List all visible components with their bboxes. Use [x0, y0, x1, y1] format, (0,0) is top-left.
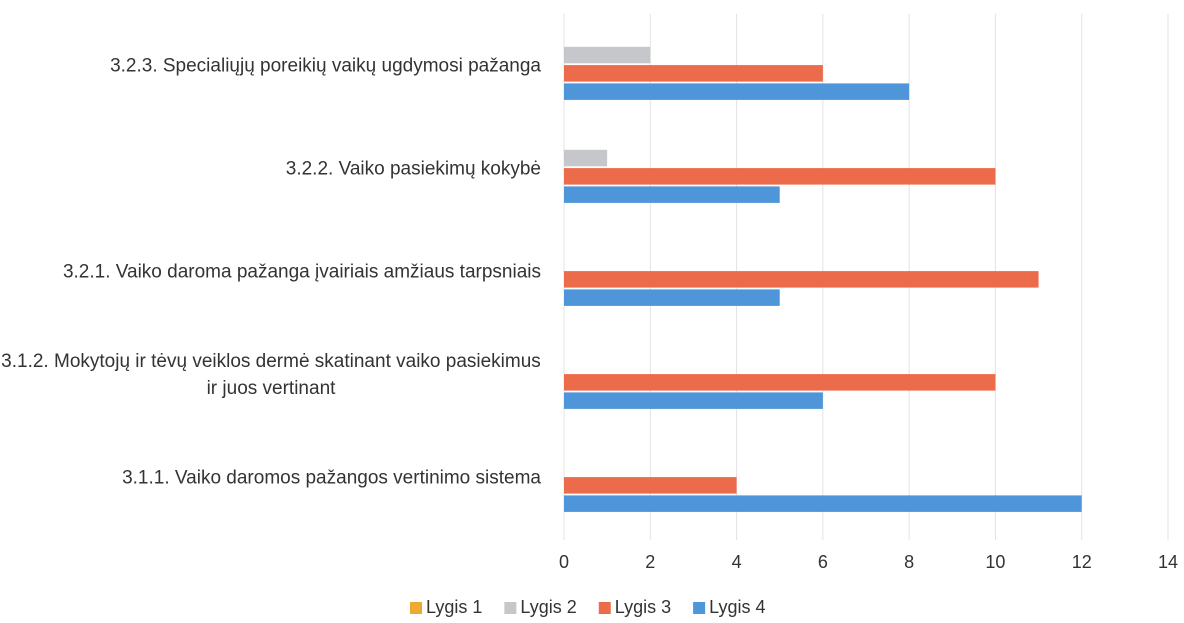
x-tick-label: 14	[1158, 552, 1178, 572]
legend-label: Lygis 4	[709, 597, 765, 617]
bar	[564, 168, 996, 185]
bar	[564, 392, 823, 409]
bar	[564, 149, 608, 167]
legend-swatch	[598, 602, 611, 614]
legend-label: Lygis 2	[520, 597, 576, 617]
y-tick-label: 3.1.1. Vaiko daromos pažangos vertinimo …	[122, 467, 541, 489]
x-tick-label: 4	[732, 552, 742, 572]
legend-swatch	[504, 602, 517, 614]
legend-label: Lygis 1	[426, 597, 482, 617]
x-tick-label: 12	[1072, 552, 1092, 572]
bar	[564, 271, 1039, 288]
x-tick-label: 0	[559, 552, 569, 572]
x-tick-label: 10	[985, 552, 1005, 572]
bar	[564, 46, 651, 64]
bar	[564, 83, 910, 100]
legend-label: Lygis 3	[615, 597, 671, 617]
bar	[564, 495, 1082, 512]
bar	[564, 65, 823, 82]
y-tick-label: 3.2.1. Vaiko daroma pažanga įvairiais am…	[62, 261, 541, 283]
x-tick-label: 8	[904, 552, 914, 572]
bar	[564, 477, 737, 494]
bar	[564, 289, 780, 306]
y-tick-label: 3.2.2. Vaiko pasiekimų kokybė	[285, 158, 541, 180]
legend-swatch	[410, 602, 422, 614]
bar	[564, 374, 996, 391]
y-tick-label: 3.2.3. Specialiųjų poreikių vaikų ugdymo…	[110, 55, 541, 77]
x-tick-label: 2	[645, 552, 655, 572]
bar	[564, 186, 780, 203]
y-tick-label: 3.1.2. Mokytojų ir tėvų veiklos dermė sk…	[1, 351, 541, 399]
legend-swatch	[693, 602, 706, 614]
x-tick-label: 6	[818, 552, 828, 572]
